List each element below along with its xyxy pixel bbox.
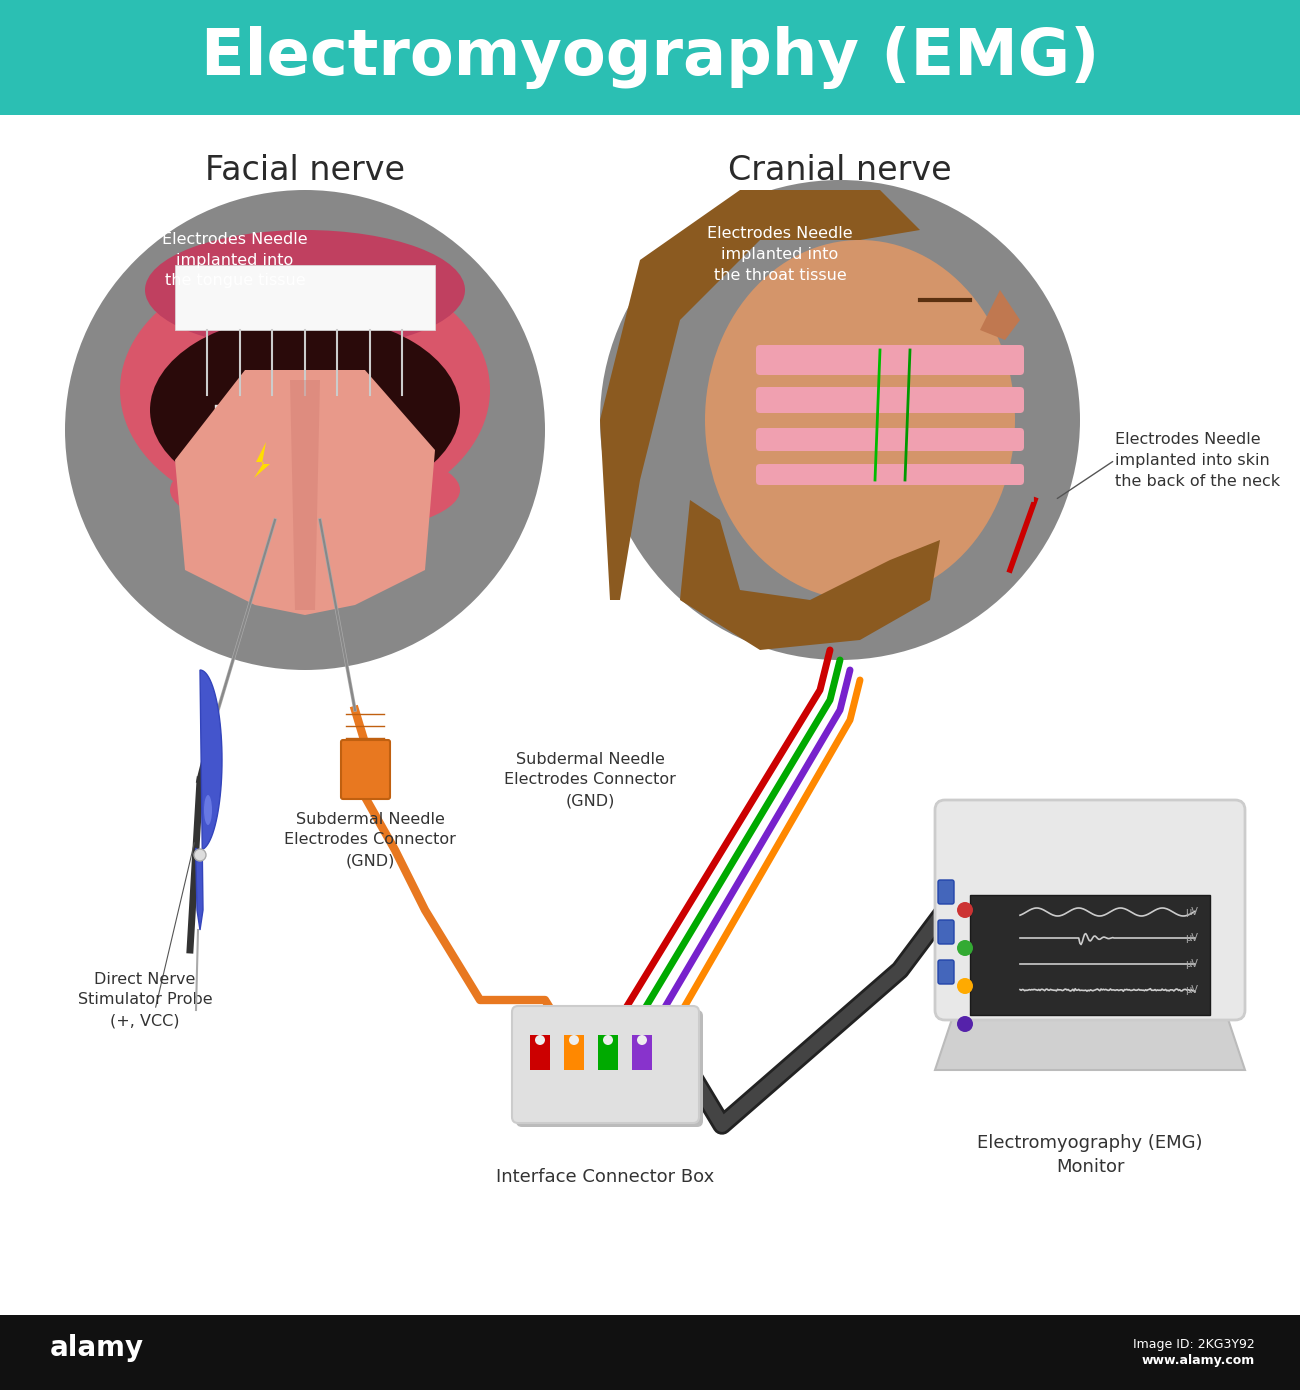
- Text: μV: μV: [1186, 959, 1199, 969]
- Bar: [598, 1036, 618, 1070]
- Text: μV: μV: [1186, 908, 1199, 917]
- Polygon shape: [601, 190, 920, 600]
- Circle shape: [194, 849, 205, 860]
- Ellipse shape: [120, 260, 490, 520]
- FancyBboxPatch shape: [757, 464, 1024, 485]
- Circle shape: [637, 1036, 647, 1045]
- Circle shape: [957, 1016, 972, 1031]
- Text: Electromyography (EMG): Electromyography (EMG): [200, 26, 1100, 89]
- Circle shape: [957, 979, 972, 994]
- FancyBboxPatch shape: [516, 1011, 703, 1127]
- Circle shape: [65, 190, 545, 670]
- Ellipse shape: [150, 316, 460, 505]
- Circle shape: [957, 940, 972, 956]
- FancyBboxPatch shape: [757, 428, 1024, 450]
- Text: Electrodes Needle
implanted into
the tongue tissue: Electrodes Needle implanted into the ton…: [162, 232, 308, 289]
- Circle shape: [601, 179, 1080, 660]
- Text: Subdermal Needle
Electrodes Connector
(GND): Subdermal Needle Electrodes Connector (G…: [504, 752, 676, 809]
- Circle shape: [603, 1036, 614, 1045]
- Ellipse shape: [170, 445, 460, 535]
- Bar: [530, 1036, 550, 1070]
- Text: μV: μV: [1186, 933, 1199, 942]
- Bar: [0, 1315, 1300, 1390]
- Polygon shape: [935, 1011, 1245, 1070]
- FancyBboxPatch shape: [341, 739, 390, 799]
- FancyBboxPatch shape: [757, 345, 1024, 375]
- Ellipse shape: [146, 229, 465, 350]
- Circle shape: [536, 1036, 545, 1045]
- Bar: [564, 1036, 584, 1070]
- Bar: [970, 895, 1210, 1015]
- Text: Cranial nerve: Cranial nerve: [728, 153, 952, 186]
- Text: Interface Connector Box: Interface Connector Box: [495, 1168, 714, 1186]
- Circle shape: [957, 902, 972, 917]
- FancyBboxPatch shape: [939, 880, 954, 904]
- Text: Electrodes Needle
implanted into
the throat tissue: Electrodes Needle implanted into the thr…: [707, 227, 853, 284]
- FancyBboxPatch shape: [939, 920, 954, 944]
- FancyBboxPatch shape: [939, 960, 954, 984]
- Circle shape: [569, 1036, 578, 1045]
- Text: www.alamy.com: www.alamy.com: [1141, 1354, 1254, 1366]
- Bar: [632, 1036, 653, 1070]
- Text: Electromyography (EMG)
Monitor: Electromyography (EMG) Monitor: [978, 1133, 1202, 1176]
- Text: Direct Nerve
Stimulator Probe
(+, VCC): Direct Nerve Stimulator Probe (+, VCC): [78, 972, 212, 1029]
- Ellipse shape: [204, 795, 212, 826]
- Bar: [0, 0, 1300, 115]
- Polygon shape: [290, 379, 320, 610]
- Polygon shape: [195, 670, 222, 930]
- Polygon shape: [254, 442, 270, 478]
- Bar: [214, 404, 395, 441]
- Polygon shape: [680, 500, 940, 651]
- Text: Facial nerve: Facial nerve: [205, 153, 406, 186]
- Polygon shape: [176, 370, 436, 614]
- Text: μV: μV: [1186, 986, 1199, 995]
- Bar: [176, 265, 436, 329]
- FancyBboxPatch shape: [512, 1006, 699, 1123]
- FancyBboxPatch shape: [757, 386, 1024, 413]
- Text: alamy: alamy: [49, 1333, 144, 1361]
- FancyBboxPatch shape: [935, 801, 1245, 1020]
- Text: Image ID: 2KG3Y92: Image ID: 2KG3Y92: [1134, 1339, 1254, 1351]
- Polygon shape: [980, 291, 1021, 341]
- Text: Electrodes Needle
implanted into skin
the back of the neck: Electrodes Needle implanted into skin th…: [1115, 431, 1280, 488]
- Ellipse shape: [705, 240, 1015, 600]
- Text: Subdermal Needle
Electrodes Connector
(GND): Subdermal Needle Electrodes Connector (G…: [285, 812, 456, 869]
